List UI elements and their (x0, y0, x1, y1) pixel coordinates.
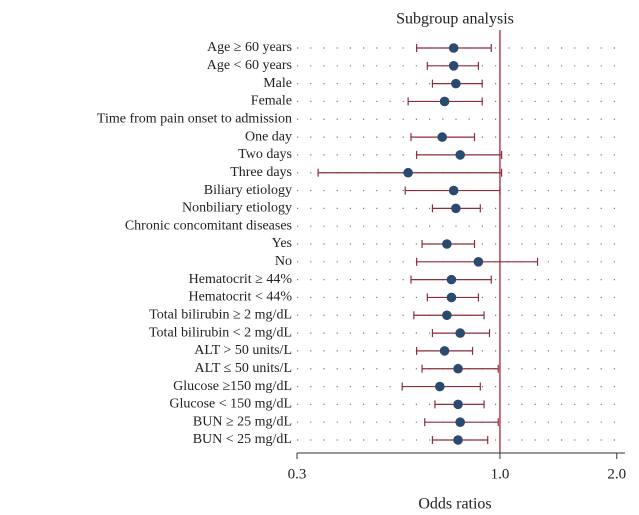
point-estimate (439, 96, 450, 107)
row-label: Female (251, 94, 292, 109)
point-estimate (446, 292, 457, 303)
row-label: Time from pain onset to admission (97, 111, 292, 126)
row-label: No (275, 254, 292, 269)
point-estimate (451, 78, 461, 89)
point-estimate (455, 150, 466, 160)
row-label: Yes (272, 236, 292, 251)
row-label: ALT ≤ 50 units/L (194, 361, 292, 376)
row-label: Glucose ≥150 mg/dL (173, 379, 292, 394)
row-label: Biliary etiology (204, 183, 292, 198)
row-label: Chronic concomitant diseases (125, 218, 292, 233)
point-estimate (435, 381, 445, 392)
row-label: Glucose < 150 mg/dL (169, 397, 292, 412)
row-label: One day (245, 129, 292, 144)
row-label: Nonbiliary etiology (182, 201, 292, 216)
point-estimate (453, 399, 463, 410)
row-label: Age ≥ 60 years (207, 40, 292, 55)
point-estimate (448, 185, 459, 196)
x-tick-label: 1.0 (491, 466, 510, 482)
row-label: Three days (230, 165, 292, 180)
x-axis-label: Odds ratios (418, 496, 491, 513)
row-label: Hematocrit < 44% (188, 290, 292, 305)
point-estimate (448, 43, 459, 53)
point-estimate (473, 257, 484, 267)
x-tick-label: 2.0 (607, 466, 626, 482)
row-label: Hematocrit ≥ 44% (189, 272, 293, 287)
point-estimate (439, 346, 450, 356)
point-estimate (453, 363, 463, 374)
point-estimate (448, 61, 459, 71)
chart-title: Subgroup analysis (396, 11, 514, 28)
point-estimate (403, 167, 413, 178)
point-estimate (453, 435, 463, 445)
row-label: BUN < 25 mg/dL (193, 432, 292, 447)
row-label: BUN ≥ 25 mg/dL (193, 414, 292, 429)
point-estimate (442, 310, 452, 321)
point-estimate (455, 417, 466, 427)
row-label: Total bilirubin < 2 mg/dL (149, 325, 292, 340)
row-label: ALT > 50 units/L (194, 343, 292, 358)
x-tick-label: 0.3 (288, 466, 307, 482)
row-label: Total bilirubin ≥ 2 mg/dL (149, 307, 292, 322)
point-estimate (442, 239, 452, 249)
row-label: Two days (238, 147, 292, 162)
point-estimate (451, 203, 461, 214)
point-estimate (446, 274, 457, 285)
point-estimate (437, 132, 448, 142)
point-estimate (455, 328, 466, 338)
row-label: Age < 60 years (207, 58, 292, 73)
row-label: Male (263, 76, 292, 91)
